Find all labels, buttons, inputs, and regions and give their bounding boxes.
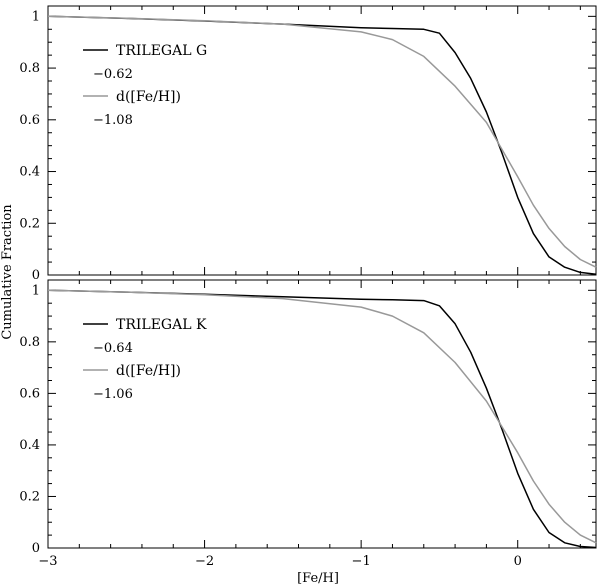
- y-tick-label: 0.6: [19, 386, 40, 401]
- x-tick-label: −1: [352, 554, 371, 569]
- series-line-1: [47, 289, 597, 544]
- legend-label-1: d([Fe/H]): [116, 89, 181, 105]
- x-axis-title: [Fe/H]: [297, 571, 339, 586]
- y-tick-label: 0.4: [19, 438, 40, 453]
- legend-label-1: d([Fe/H]): [116, 363, 181, 379]
- panel-frame: [47, 279, 597, 549]
- y-tick-label: 1: [32, 9, 40, 24]
- legend-value-0: −0.62: [93, 67, 133, 82]
- x-tick-label: 0: [514, 554, 522, 569]
- legend-label-0: TRILEGAL K: [116, 317, 207, 333]
- y-tick-label: 0.2: [19, 489, 40, 504]
- panel-top: 0 0.2 0.4 0.6 0.8 1 TRILEGAL G −0.62 d([Fe/H]) −1…: [19, 5, 597, 283]
- y-tick-label: 0.4: [19, 165, 40, 180]
- legend-value-1: −1.06: [93, 387, 133, 402]
- y-tick-label: 0.8: [19, 61, 40, 76]
- chart-panels: 0 0.2 0.4 0.6 0.8 1 TRILEGAL G −0.62 d([Fe/H]) −1…: [19, 5, 597, 569]
- y-axis-title: Cumulative Fraction: [0, 204, 15, 340]
- series-line-0: [47, 289, 597, 549]
- series-line-1: [47, 15, 597, 268]
- y-tick-label: 0: [32, 268, 40, 283]
- x-tick-label: −3: [38, 554, 57, 569]
- y-tick-label: 0.6: [19, 113, 40, 128]
- y-tick-label: 0: [32, 541, 40, 556]
- y-tick-label: 1: [32, 283, 40, 298]
- legend-label-0: TRILEGAL G: [116, 43, 207, 59]
- x-tick-label: −2: [195, 554, 214, 569]
- legend-value-1: −1.08: [93, 113, 133, 128]
- panel-bottom: 0 0.2 0.4 0.6 0.8 1 −3 −2 −1 0 TRILEGAL K −0.64 d([F…: [19, 279, 597, 569]
- y-tick-label: 0.2: [19, 216, 40, 231]
- legend-value-0: −0.64: [93, 341, 133, 356]
- y-tick-label: 0.8: [19, 335, 40, 350]
- panel-frame: [47, 5, 597, 276]
